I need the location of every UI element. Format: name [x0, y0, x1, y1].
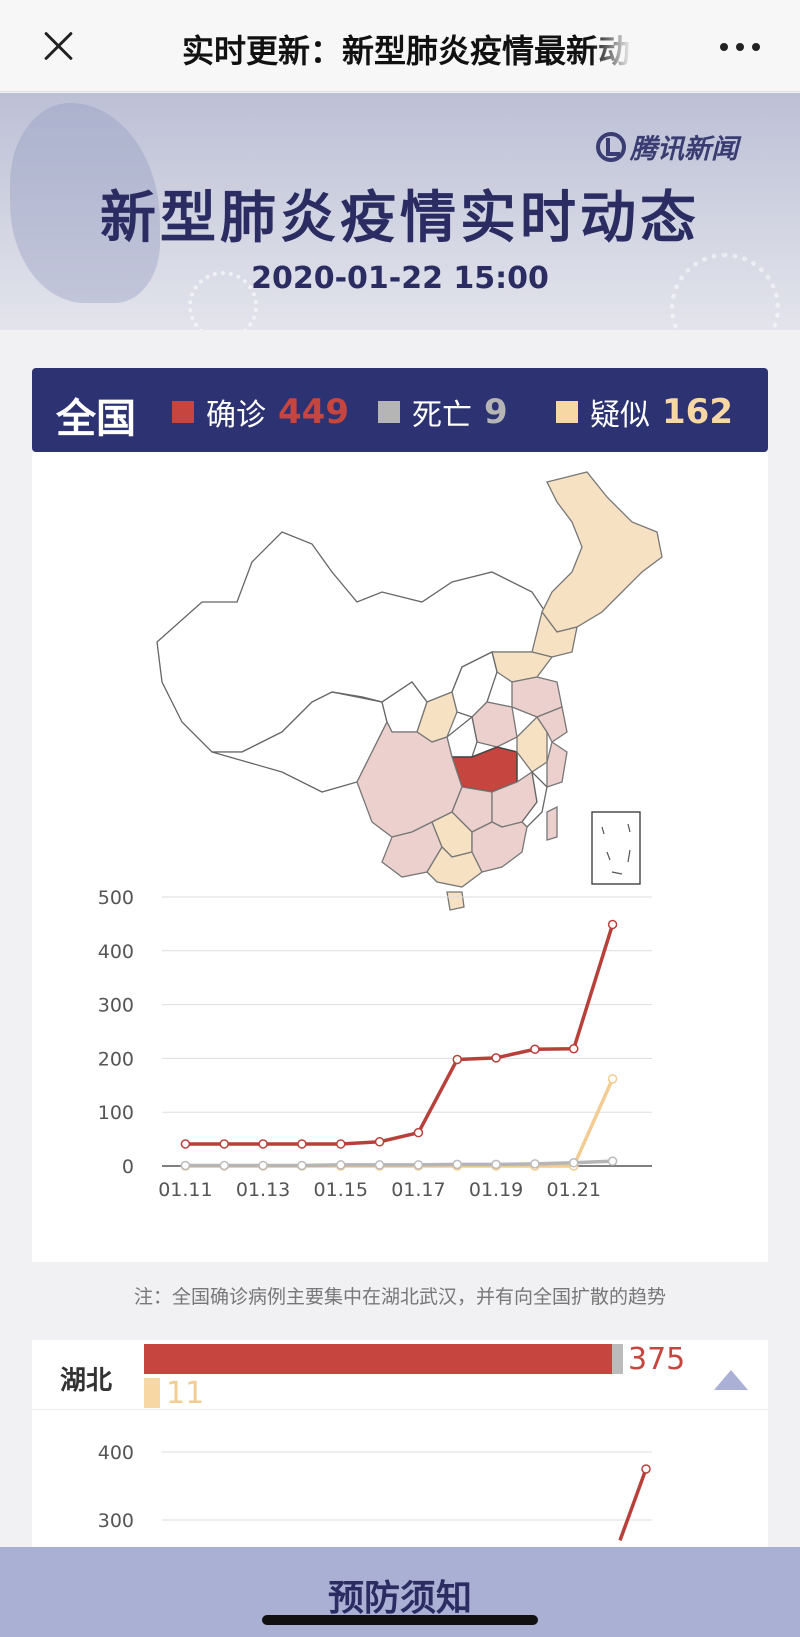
y-tick-label: 500: [98, 887, 134, 909]
data-point: [258, 1160, 268, 1171]
brand-logo: 腾讯新闻: [596, 127, 738, 166]
map-region-taiwan[interactable]: [546, 805, 558, 841]
data-point: [491, 1159, 501, 1170]
national-line-chart: 0 100 200 300 400 500 01.11 01.13 01.15 01.17 01.1…: [98, 887, 652, 1201]
map-region-jiangsu[interactable]: [536, 706, 568, 743]
death-stat: 死亡 9: [378, 390, 508, 434]
x-tick-label: 01.11: [158, 1179, 212, 1201]
map-region-heilongjiang[interactable]: [541, 471, 663, 633]
y-tick-label: 300: [98, 1510, 134, 1532]
data-point: [297, 1139, 307, 1149]
virus-decoration-icon: [188, 271, 258, 330]
data-point: [180, 1160, 191, 1171]
data-point: [569, 1158, 579, 1168]
x-tick-label: 01.19: [469, 1179, 523, 1201]
series-line-确诊: [618, 1468, 648, 1541]
map-chart-card: 0 100 200 300 400 500 01.11 01.13 01.15 01.17 01.1…: [32, 452, 768, 1262]
virus-decoration-icon: [670, 253, 780, 330]
hubei-line-chart: 300 400: [98, 1442, 652, 1541]
suspected-count: 162: [662, 392, 733, 432]
data-point: [336, 1139, 346, 1149]
data-point: [641, 1464, 651, 1474]
series-line-疑似: [185, 1078, 615, 1168]
top-navigation-bar: 实时更新：新型肺炎疫情最新动态: [0, 0, 800, 92]
y-tick-label: 0: [122, 1156, 134, 1178]
more-options-icon[interactable]: [718, 38, 762, 54]
data-point: [530, 1159, 540, 1169]
data-point: [569, 1043, 579, 1054]
map-region-hainan[interactable]: [446, 891, 465, 911]
province-name: 湖北: [60, 1366, 113, 1396]
data-point: [530, 1044, 540, 1055]
confirmed-legend-square: [172, 401, 194, 423]
data-point: [607, 1156, 618, 1166]
hubei-chart-card: 300 400: [32, 1410, 768, 1550]
data-point: [374, 1137, 385, 1147]
hubei-confirmed-count: 375: [628, 1342, 686, 1377]
hubei-suspected-bar: [144, 1378, 160, 1408]
data-point: [452, 1054, 462, 1065]
data-point: [413, 1127, 424, 1138]
y-tick-label: 100: [98, 1102, 134, 1124]
brand-name: 腾讯新闻: [630, 134, 738, 165]
data-point: [413, 1160, 424, 1170]
chart-note: 注：全国确诊病例主要集中在湖北武汉，并有向全国扩散的趋势: [133, 1286, 666, 1308]
data-point: [607, 1074, 618, 1084]
china-map[interactable]: 0 100 200 300 400 500 01.11 01.13 01.15 01.17 01.1…: [32, 452, 768, 1262]
suspected-legend-square: [556, 401, 578, 423]
suspected-label: 疑似: [590, 398, 650, 433]
death-count: 9: [484, 392, 508, 432]
map-region-beijing-tianjin[interactable]: [491, 651, 554, 683]
map-region-shanxi[interactable]: [451, 651, 498, 718]
page-title: 实时更新：新型肺炎疫情最新动态: [182, 26, 632, 68]
suspected-stat: 疑似 162: [556, 390, 733, 434]
bottom-action-bar: 预防须知: [0, 1547, 800, 1637]
hubei-suspected-count: 11: [166, 1376, 205, 1411]
series-line-死亡: [185, 1159, 613, 1168]
banner-title: 新型肺炎疫情实时动态: [100, 186, 700, 251]
collapse-arrow-icon[interactable]: [714, 1370, 748, 1390]
south-sea-inset: [591, 811, 641, 885]
data-point: [491, 1053, 501, 1063]
data-point: [219, 1139, 229, 1149]
confirmed-count: 449: [278, 392, 349, 432]
x-tick-label: 01.17: [391, 1179, 445, 1201]
hubei-death-bar: [612, 1344, 623, 1374]
data-point: [180, 1139, 191, 1149]
region-label: 全国: [56, 396, 136, 442]
data-point: [452, 1159, 462, 1170]
close-icon[interactable]: [38, 26, 78, 66]
prevention-tips-button[interactable]: 预防须知: [327, 1578, 472, 1619]
confirmed-stat: 确诊 449: [172, 390, 349, 434]
data-point: [258, 1139, 268, 1149]
death-legend-square: [378, 401, 400, 423]
series-line-确诊: [185, 923, 615, 1146]
death-label: 死亡: [412, 398, 472, 433]
hubei-line-chart-svg: 300 400: [98, 1442, 652, 1541]
data-point: [336, 1160, 346, 1170]
y-tick-label: 300: [98, 995, 134, 1017]
x-tick-label: 01.15: [314, 1179, 368, 1201]
data-point: [374, 1160, 385, 1170]
tencent-news-icon: [596, 131, 626, 162]
confirmed-label: 确诊: [206, 398, 266, 433]
map-region-guangdong[interactable]: [471, 821, 528, 873]
y-tick-label: 400: [98, 941, 134, 963]
y-tick-label: 400: [98, 1442, 134, 1464]
national-summary: 全国 确诊 449 死亡 9 疑似 162: [32, 368, 768, 452]
province-row-hubei[interactable]: 湖北 375 11: [32, 1340, 768, 1411]
map-region-guangxi[interactable]: [426, 845, 483, 888]
update-time: 2020-01-22 15:00: [251, 261, 549, 296]
x-tick-label: 01.13: [236, 1179, 290, 1201]
y-tick-label: 200: [98, 1048, 134, 1070]
home-indicator: [262, 1615, 538, 1625]
hubei-confirmed-bar: [144, 1344, 612, 1374]
data-point: [297, 1160, 307, 1171]
header-banner: 腾讯新闻 新型肺炎疫情实时动态 2020-01-22 15:00: [0, 93, 800, 330]
x-tick-label: 01.21: [547, 1179, 601, 1201]
data-point: [219, 1160, 229, 1171]
data-point: [607, 919, 618, 930]
south-sea-islands: [601, 823, 631, 875]
map-region-zhejiang[interactable]: [546, 740, 568, 788]
